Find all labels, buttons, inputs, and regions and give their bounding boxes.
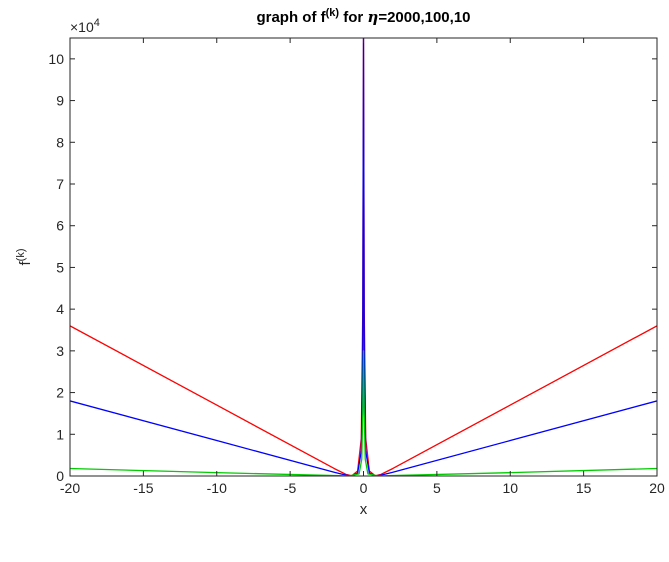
y-exponent-power: 4 bbox=[94, 17, 100, 29]
y-exponent-prefix: ×10 bbox=[70, 19, 94, 35]
x-axis-label: x bbox=[360, 501, 368, 518]
title-prefix: graph of f bbox=[256, 9, 326, 26]
y-tick-label: 0 bbox=[56, 468, 64, 484]
x-tick-label: 10 bbox=[502, 480, 518, 496]
y-tick-label: 7 bbox=[56, 176, 64, 192]
title-suffix: =2000,100,10 bbox=[378, 9, 470, 26]
title-middle: for bbox=[339, 9, 367, 26]
y-tick-label: 1 bbox=[56, 426, 64, 442]
y-tick-label: 8 bbox=[56, 134, 64, 150]
title-symbol: η bbox=[367, 8, 378, 26]
x-tick-label: 20 bbox=[649, 480, 665, 496]
y-tick-label: 9 bbox=[56, 93, 64, 109]
y-axis-exponent: ×104 bbox=[70, 17, 100, 35]
y-tick-label: 3 bbox=[56, 343, 64, 359]
tick-layer: -20 -15 -10 -5 0 5 10 15 20 0 1 2 3 4 5 6 7 8 9 10 bbox=[48, 38, 665, 496]
chart-title: graph of f(k) for η=2000,100,10 bbox=[256, 7, 470, 26]
x-tick-label: -10 bbox=[207, 480, 227, 496]
y-tick-label: 5 bbox=[56, 259, 64, 275]
x-tick-label: -15 bbox=[133, 480, 153, 496]
series-line-2 bbox=[70, 38, 657, 476]
y-label-base: f bbox=[17, 261, 34, 266]
y-label-superscript: (k) bbox=[15, 249, 27, 262]
x-tick-label: 5 bbox=[433, 480, 441, 496]
x-tick-label: 0 bbox=[360, 480, 368, 496]
x-tick-label: -5 bbox=[284, 480, 297, 496]
x-tick-label: 15 bbox=[576, 480, 592, 496]
y-tick-label: 4 bbox=[56, 301, 64, 317]
y-axis-label: f(k) bbox=[15, 249, 34, 266]
y-tick-label: 10 bbox=[48, 51, 64, 67]
series-line-1 bbox=[70, 38, 657, 476]
title-superscript: (k) bbox=[326, 7, 340, 19]
y-tick-label: 2 bbox=[56, 385, 64, 401]
x-tick-label: -20 bbox=[60, 480, 80, 496]
y-tick-label: 6 bbox=[56, 218, 64, 234]
